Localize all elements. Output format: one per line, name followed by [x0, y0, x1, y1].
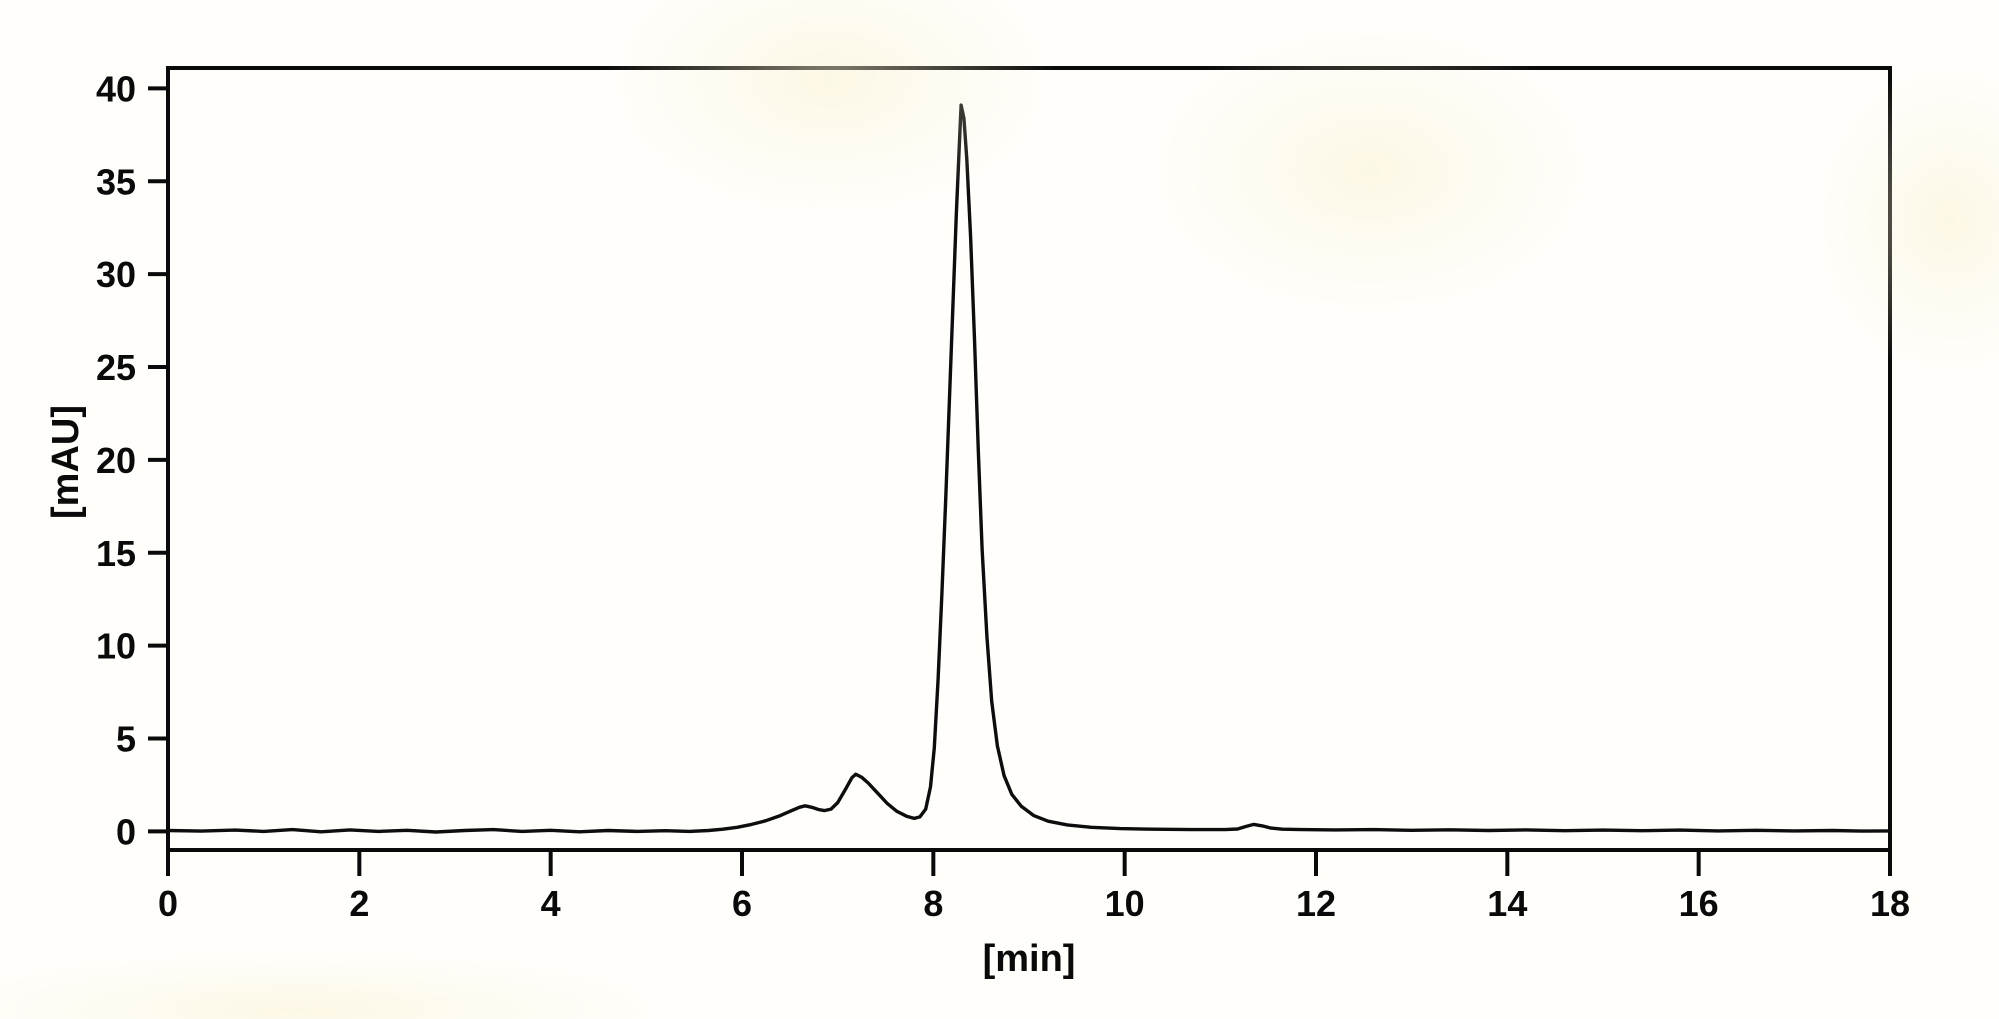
y-tick-label: 20 [96, 440, 136, 481]
y-tick-label: 35 [96, 161, 136, 202]
y-tick-label: 10 [96, 626, 136, 667]
y-tick-label: 25 [96, 347, 136, 388]
chromatogram-trace [166, 103, 1892, 834]
x-axis-tick-labels: 0 2 4 6 8 10 12 14 16 18 [158, 883, 1910, 924]
x-tick-label: 2 [349, 883, 369, 924]
x-tick-label: 4 [541, 883, 561, 924]
x-tick-label: 12 [1296, 883, 1336, 924]
x-tick-label: 10 [1105, 883, 1145, 924]
x-axis-title: [min] [983, 938, 1076, 980]
y-axis-ticks [148, 86, 168, 834]
y-axis-tick-labels: 0 5 10 15 20 25 30 35 40 [96, 68, 136, 852]
y-tick-label: 5 [116, 719, 136, 760]
plot-frame [166, 66, 1892, 852]
y-tick-label: 0 [116, 811, 136, 852]
x-tick-label: 0 [158, 883, 178, 924]
y-axis-title: [mAU] [45, 405, 87, 519]
x-axis-ticks [166, 850, 1892, 876]
x-tick-label: 8 [923, 883, 943, 924]
x-tick-label: 18 [1870, 883, 1910, 924]
x-tick-label: 16 [1679, 883, 1719, 924]
x-tick-label: 14 [1487, 883, 1527, 924]
x-tick-label: 6 [732, 883, 752, 924]
y-tick-label: 15 [96, 533, 136, 574]
y-tick-label: 30 [96, 254, 136, 295]
y-tick-label: 40 [96, 68, 136, 109]
